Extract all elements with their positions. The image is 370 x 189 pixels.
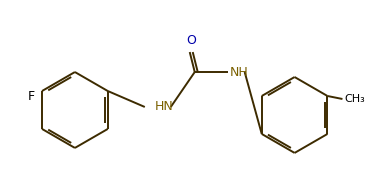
Text: O: O bbox=[186, 34, 196, 47]
Text: NH: NH bbox=[230, 66, 248, 79]
Text: CH₃: CH₃ bbox=[344, 94, 365, 104]
Text: HN: HN bbox=[155, 101, 174, 113]
Text: F: F bbox=[28, 90, 35, 103]
